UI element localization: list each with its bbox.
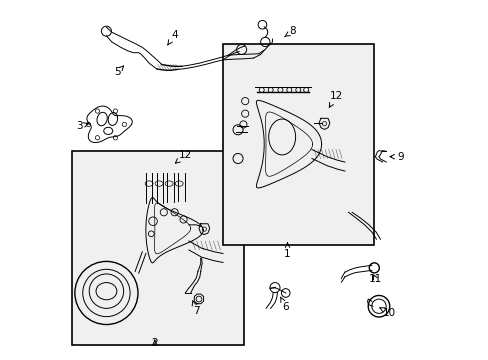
Text: 9: 9 — [389, 152, 403, 162]
Text: 10: 10 — [379, 308, 395, 318]
Text: 6: 6 — [280, 297, 288, 312]
Bar — [223, 44, 373, 244]
Text: 4: 4 — [167, 30, 178, 45]
Text: 12: 12 — [175, 150, 192, 163]
Text: 7: 7 — [192, 301, 199, 316]
Bar — [72, 151, 244, 345]
Text: 2: 2 — [151, 338, 158, 348]
Text: 3: 3 — [76, 121, 88, 131]
Text: 5: 5 — [114, 66, 123, 77]
Text: 11: 11 — [368, 274, 381, 284]
Text: 12: 12 — [328, 91, 342, 107]
Text: 8: 8 — [284, 26, 296, 37]
Text: 1: 1 — [284, 243, 290, 258]
